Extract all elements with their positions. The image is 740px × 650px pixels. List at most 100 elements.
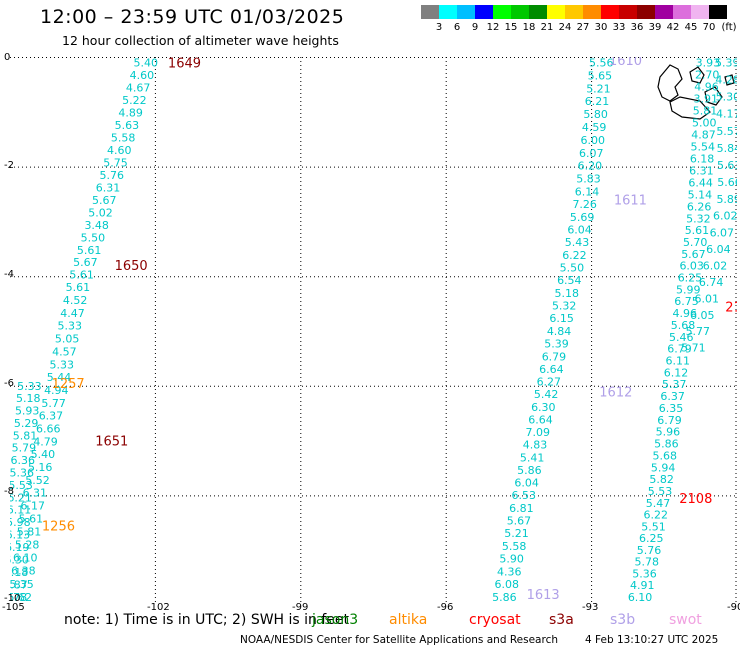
swh-value-label: 6.11 <box>10 504 31 517</box>
swh-value-label: 5.51 <box>641 520 666 533</box>
swh-value-label: 6.64 <box>528 413 553 426</box>
swh-value-label: 6.21 <box>585 95 610 108</box>
swh-value-label: 5.94 <box>651 461 676 474</box>
swh-value-label: 2.70 <box>695 68 720 81</box>
swh-value-label: 5.18 <box>555 287 580 300</box>
colorbar-swatch <box>655 5 673 19</box>
swh-value-label: 6.13 <box>10 529 30 542</box>
satellite-legend-swot: swot <box>669 612 702 628</box>
swh-value-label: 7.26 <box>572 198 597 211</box>
swh-value-label: 6.74 <box>699 276 724 289</box>
swh-value-label: 6.12 <box>664 366 689 379</box>
swh-value-label: 5.56 <box>589 57 614 69</box>
swh-value-label: 5.44 <box>47 371 72 384</box>
swh-value-label: 5.00 <box>692 116 717 129</box>
swh-value-label: 6.79 <box>542 350 567 363</box>
swh-value-label: 5.86 <box>517 464 542 477</box>
colorbar-swatch <box>565 5 583 19</box>
colorbar-swatch <box>511 5 529 19</box>
swh-value-label: 5.90 <box>499 553 524 566</box>
swh-value-label: 5.52 <box>25 474 50 487</box>
swh-value-label: 5.83 <box>576 173 601 186</box>
swh-value-label: 6.79 <box>667 343 692 356</box>
x-tick-label: -93 <box>582 602 599 613</box>
colorbar-swatch <box>457 5 475 19</box>
colorbar-swatch <box>547 5 565 19</box>
swh-value-label: 5.40 <box>133 57 158 69</box>
swh-value-label: 5.32 <box>552 300 577 313</box>
swh-value-label: 6.15 <box>549 312 574 325</box>
swh-value-label: 5.96 <box>656 426 681 439</box>
swh-value-label: 5.16 <box>28 461 53 474</box>
colorbar-swatch <box>601 5 619 19</box>
swh-value-label: 6.31 <box>23 487 48 500</box>
swh-value-label: 6.31 <box>689 164 714 177</box>
swh-value-label: 5.46 <box>669 331 694 344</box>
colorbar-unit-label: (ft) <box>721 22 737 33</box>
swh-value-label: 5.43 <box>565 236 590 249</box>
swh-value-label: 5.68 <box>671 319 696 332</box>
x-tick-label: -96 <box>437 602 454 613</box>
swh-value-label: 6.54 <box>557 274 582 287</box>
colorbar-tick-label: 70 <box>702 22 716 33</box>
track-id-label: 1612 <box>599 385 632 400</box>
swh-value-label: 6.30 <box>531 401 556 414</box>
island-outline <box>689 66 705 84</box>
swh-value-label: 5.77 <box>686 325 711 338</box>
satellite-legend-altika: altika <box>389 612 428 628</box>
swh-value-label: 5.76 <box>100 169 125 182</box>
swh-value-label: 5.33 <box>17 380 42 393</box>
colorbar-swatch <box>583 5 601 19</box>
colorbar-swatch <box>421 5 439 19</box>
island-outline <box>657 64 683 102</box>
swh-value-label: 5.14 <box>688 188 713 201</box>
swh-value-label: 5.41 <box>520 451 545 464</box>
swh-value-label: 5.05 <box>55 333 80 346</box>
swh-value-label: 6.10 <box>13 552 38 565</box>
swh-value-label: 6.37 <box>39 410 64 423</box>
swh-value-label: 5.21 <box>586 82 611 95</box>
swh-value-label: 5.70 <box>683 236 708 249</box>
swh-value-label: 6.44 <box>688 176 713 189</box>
track-id-label: 1610 <box>609 57 642 69</box>
swh-value-label: 6.19 <box>10 541 29 554</box>
swh-value-label: 4.83 <box>523 439 548 452</box>
y-tick-label: -6 <box>4 378 14 389</box>
x-tick-label: -90 <box>727 602 740 613</box>
x-tick-label: -105 <box>2 602 25 613</box>
track-id-label: 1257 <box>52 377 85 392</box>
colorbar-tick-label: 6 <box>453 22 461 33</box>
swh-value-label: 6.30 <box>10 553 29 566</box>
swh-value-label: 5.65 <box>588 69 613 82</box>
swh-value-label: 5.47 <box>646 497 671 510</box>
colorbar-tick-label: 24 <box>558 22 572 33</box>
colorbar-swatch <box>709 5 727 19</box>
swh-value-label: 6.35 <box>659 402 684 415</box>
swh-value-label: 5.81 <box>17 526 42 539</box>
swh-value-label: 5.63 <box>717 159 737 172</box>
map-subtitle: 12 hour collection of altimeter wave hei… <box>62 33 339 48</box>
swh-value-label: 5.62 <box>10 591 32 604</box>
swh-value-label: 4.52 <box>63 294 88 307</box>
swh-value-label: 5.39 <box>544 338 569 351</box>
swh-value-label: 4.79 <box>33 435 58 448</box>
colorbar-tick-label: 18 <box>522 22 536 33</box>
swh-value-label: 4.28 <box>715 74 737 87</box>
swh-value-label: 6.01 <box>694 292 719 305</box>
swh-value-label: 6.18 <box>690 152 715 165</box>
swh-value-label: 4.96 <box>694 80 719 93</box>
track-id-label: 1256 <box>42 520 75 535</box>
track-id-label: 2107 <box>725 300 737 315</box>
track-id-label: 1611 <box>614 193 647 208</box>
track-id-label: 1649 <box>168 57 201 71</box>
track-id-label: 1613 <box>527 588 560 603</box>
map-svg: 5.404.604.675.224.895.635.584.605.755.76… <box>3 54 740 605</box>
swh-value-label: 5.93 <box>15 405 40 418</box>
swh-value-label: 5.86 <box>654 438 679 451</box>
swh-value-label: 4.89 <box>118 106 143 119</box>
swh-value-label: 4.47 <box>60 307 85 320</box>
swh-value-label: 5.75 <box>103 156 128 169</box>
swh-value-label: 5.86 <box>492 591 517 604</box>
swh-value-label: 4.67 <box>126 81 151 94</box>
island-outline <box>724 74 735 86</box>
